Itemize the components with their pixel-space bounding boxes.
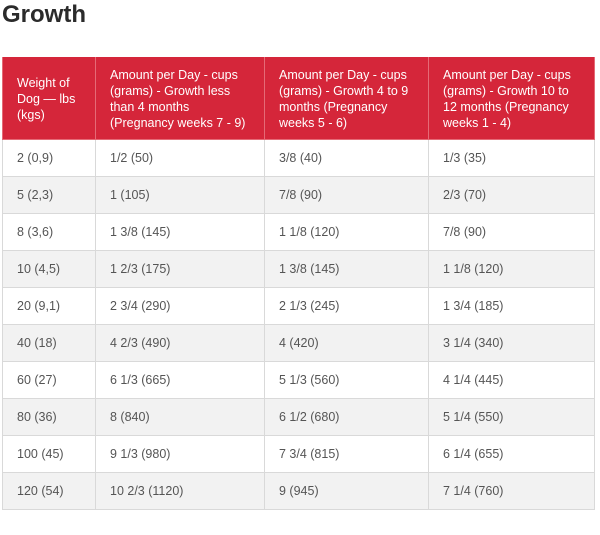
cell-growth-4-to-9-months: 1 3/8 (145) xyxy=(264,250,429,288)
table-row: 10 (4,5) 1 2/3 (175) 1 3/8 (145) 1 1/8 (120… xyxy=(2,250,595,288)
cell-growth-under-4-months: 2 3/4 (290) xyxy=(95,287,265,325)
cell-growth-under-4-months: 4 2/3 (490) xyxy=(95,324,265,362)
cell-growth-under-4-months: 10 2/3 (1120) xyxy=(95,472,265,510)
table-row: 100 (45) 9 1/3 (980) 7 3/4 (815) 6 1/4 (655… xyxy=(2,435,595,473)
cell-weight: 80 (36) xyxy=(2,398,96,436)
cell-weight: 120 (54) xyxy=(2,472,96,510)
cell-growth-under-4-months: 1 3/8 (145) xyxy=(95,213,265,251)
table-row: 20 (9,1) 2 3/4 (290) 2 1/3 (245) 1 3/4 (185… xyxy=(2,287,595,325)
cell-weight: 60 (27) xyxy=(2,361,96,399)
cell-growth-10-to-12-months: 6 1/4 (655) xyxy=(428,435,595,473)
cell-growth-4-to-9-months: 6 1/2 (680) xyxy=(264,398,429,436)
column-header-growth-10-to-12-months: Amount per Day - cups (grams) - Growth 1… xyxy=(428,57,595,140)
cell-growth-under-4-months: 6 1/3 (665) xyxy=(95,361,265,399)
cell-weight: 8 (3,6) xyxy=(2,213,96,251)
cell-growth-4-to-9-months: 5 1/3 (560) xyxy=(264,361,429,399)
table-header-row: Weight of Dog — lbs (kgs) Amount per Day… xyxy=(2,57,595,140)
column-header-growth-4-to-9-months: Amount per Day - cups (grams) - Growth 4… xyxy=(264,57,429,140)
cell-growth-4-to-9-months: 4 (420) xyxy=(264,324,429,362)
page-title: Growth xyxy=(2,1,86,28)
table-body: 2 (0,9) 1/2 (50) 3/8 (40) 1/3 (35) 5 (2,3) 1 … xyxy=(2,139,595,510)
table-row: 5 (2,3) 1 (105) 7/8 (90) 2/3 (70) xyxy=(2,176,595,214)
cell-growth-10-to-12-months: 5 1/4 (550) xyxy=(428,398,595,436)
cell-growth-4-to-9-months: 7 3/4 (815) xyxy=(264,435,429,473)
cell-growth-under-4-months: 1 2/3 (175) xyxy=(95,250,265,288)
table-row: 60 (27) 6 1/3 (665) 5 1/3 (560) 4 1/4 (445) xyxy=(2,361,595,399)
cell-growth-4-to-9-months: 7/8 (90) xyxy=(264,176,429,214)
cell-growth-10-to-12-months: 1/3 (35) xyxy=(428,139,595,177)
cell-weight: 40 (18) xyxy=(2,324,96,362)
cell-growth-under-4-months: 9 1/3 (980) xyxy=(95,435,265,473)
cell-weight: 100 (45) xyxy=(2,435,96,473)
cell-weight: 5 (2,3) xyxy=(2,176,96,214)
cell-growth-10-to-12-months: 1 1/8 (120) xyxy=(428,250,595,288)
cell-growth-10-to-12-months: 7/8 (90) xyxy=(428,213,595,251)
cell-growth-4-to-9-months: 1 1/8 (120) xyxy=(264,213,429,251)
cell-growth-10-to-12-months: 1 3/4 (185) xyxy=(428,287,595,325)
cell-growth-10-to-12-months: 2/3 (70) xyxy=(428,176,595,214)
cell-weight: 2 (0,9) xyxy=(2,139,96,177)
column-header-growth-under-4-months: Amount per Day - cups (grams) - Growth l… xyxy=(95,57,265,140)
cell-weight: 10 (4,5) xyxy=(2,250,96,288)
cell-growth-10-to-12-months: 4 1/4 (445) xyxy=(428,361,595,399)
cell-growth-under-4-months: 1/2 (50) xyxy=(95,139,265,177)
cell-growth-10-to-12-months: 7 1/4 (760) xyxy=(428,472,595,510)
column-header-weight: Weight of Dog — lbs (kgs) xyxy=(2,57,96,140)
cell-growth-4-to-9-months: 9 (945) xyxy=(264,472,429,510)
cell-growth-4-to-9-months: 3/8 (40) xyxy=(264,139,429,177)
table-row: 80 (36) 8 (840) 6 1/2 (680) 5 1/4 (550) xyxy=(2,398,595,436)
feeding-table: Weight of Dog — lbs (kgs) Amount per Day… xyxy=(2,57,595,510)
table-row: 40 (18) 4 2/3 (490) 4 (420) 3 1/4 (340) xyxy=(2,324,595,362)
table-row: 120 (54) 10 2/3 (1120) 9 (945) 7 1/4 (760) xyxy=(2,472,595,510)
cell-growth-4-to-9-months: 2 1/3 (245) xyxy=(264,287,429,325)
cell-weight: 20 (9,1) xyxy=(2,287,96,325)
cell-growth-under-4-months: 1 (105) xyxy=(95,176,265,214)
table-row: 8 (3,6) 1 3/8 (145) 1 1/8 (120) 7/8 (90) xyxy=(2,213,595,251)
cell-growth-10-to-12-months: 3 1/4 (340) xyxy=(428,324,595,362)
cell-growth-under-4-months: 8 (840) xyxy=(95,398,265,436)
table-row: 2 (0,9) 1/2 (50) 3/8 (40) 1/3 (35) xyxy=(2,139,595,177)
